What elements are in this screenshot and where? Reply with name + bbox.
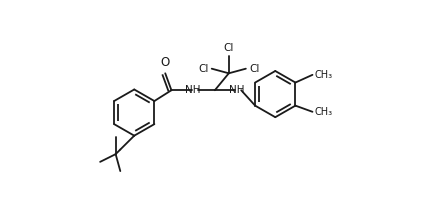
Text: CH₃: CH₃ bbox=[315, 107, 333, 117]
Text: CH₃: CH₃ bbox=[315, 70, 333, 80]
Text: Cl: Cl bbox=[224, 43, 234, 53]
Text: Cl: Cl bbox=[249, 64, 259, 74]
Text: NH: NH bbox=[229, 85, 244, 95]
Text: Cl: Cl bbox=[198, 64, 209, 74]
Text: NH: NH bbox=[185, 85, 201, 95]
Text: O: O bbox=[161, 56, 170, 69]
